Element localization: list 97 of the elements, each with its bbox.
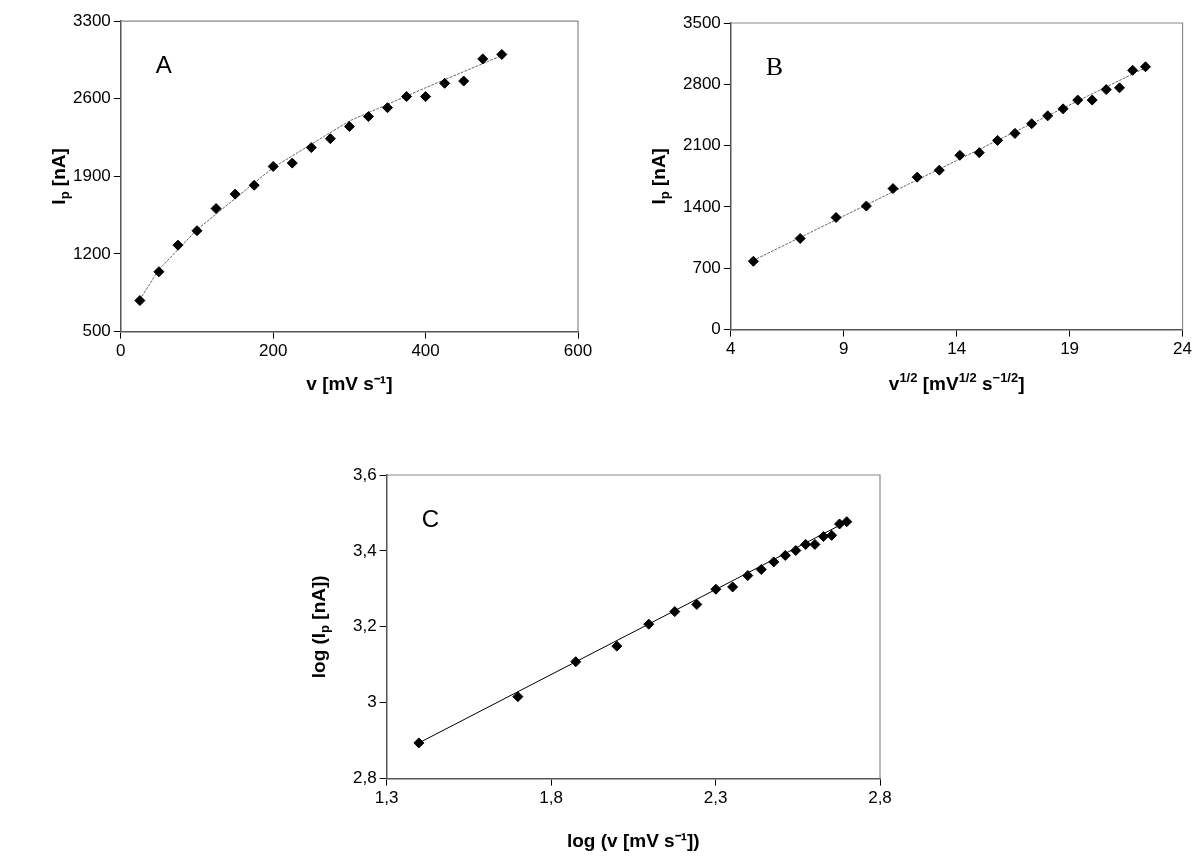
point: [439, 77, 451, 89]
x-tick-label: 14: [947, 339, 967, 359]
y-tick-label: 1900: [72, 166, 111, 186]
x-tick-label: 1,8: [539, 788, 563, 808]
y-tick-label: 0: [711, 319, 721, 339]
point: [248, 179, 260, 191]
text: C: [421, 504, 439, 532]
point: [134, 295, 146, 307]
point: [362, 111, 374, 123]
x-tick-label: 19: [1060, 339, 1080, 359]
y-tick-label: 3,6: [352, 464, 377, 484]
point: [643, 618, 655, 630]
y-tick-label: 2800: [682, 74, 721, 94]
x-tick-label: 200: [259, 341, 288, 361]
point: [1114, 82, 1126, 94]
point: [911, 171, 923, 183]
y-tick-label: 3: [367, 692, 377, 712]
point: [817, 530, 829, 542]
x-axis-title: v [mV s⁻¹]: [306, 373, 393, 395]
point: [800, 538, 812, 550]
point: [1127, 64, 1139, 76]
x-tick-label: 2,3: [703, 788, 728, 808]
y-tick-label: 1200: [72, 243, 111, 263]
point: [1100, 84, 1112, 96]
text: A: [155, 50, 172, 78]
point: [611, 640, 623, 652]
x-axis-title: log (v [mV s⁻¹]): [566, 830, 700, 852]
point: [1086, 94, 1098, 106]
point: [267, 160, 279, 172]
y-tick-label: 700: [692, 257, 721, 277]
point: [834, 518, 846, 530]
point: [826, 529, 838, 541]
point: [809, 538, 821, 550]
point: [747, 255, 759, 267]
point: [1140, 61, 1151, 73]
point: [1057, 103, 1069, 115]
point: [794, 233, 806, 244]
point: [324, 133, 336, 145]
point: [779, 549, 791, 561]
y-tick-label: 3300: [72, 10, 111, 30]
point: [790, 545, 802, 557]
x-tick-label: 400: [411, 341, 440, 361]
x-tick-label: 600: [563, 341, 593, 361]
point: [973, 147, 985, 159]
point: [191, 225, 203, 237]
point: [1072, 94, 1084, 106]
point: [742, 570, 754, 582]
text: B: [765, 51, 784, 81]
point: [496, 48, 508, 60]
point: [570, 656, 582, 668]
point: [768, 556, 780, 568]
point: [1009, 127, 1021, 139]
point: [229, 188, 241, 200]
point: [401, 91, 413, 103]
point: [860, 200, 872, 212]
y-tick-label: 1400: [682, 196, 721, 216]
y-tick-label: 3,2: [352, 616, 377, 636]
x-tick-label: 9: [839, 339, 849, 359]
x-tick-label: 0: [116, 341, 126, 361]
point: [933, 164, 945, 176]
y-tick-label: 3,4: [352, 540, 377, 560]
x-tick-label: 2,8: [868, 788, 892, 808]
y-axis-title: Ip [nA]: [48, 148, 73, 205]
point: [710, 583, 722, 595]
y-tick-label: 2600: [72, 88, 111, 108]
point: [1026, 118, 1038, 130]
point: [477, 53, 489, 65]
y-tick-label: 3500: [682, 12, 721, 32]
point: [286, 157, 298, 169]
point: [1042, 110, 1054, 122]
point: [830, 211, 842, 223]
y-axis-title: log (Ip [nA]): [308, 575, 333, 679]
y-tick-label: 2100: [682, 135, 721, 155]
point: [458, 75, 470, 87]
y-axis-title: Ip [nA]: [648, 148, 673, 205]
point: [382, 102, 394, 114]
x-tick-label: 1,3: [374, 788, 399, 808]
point: [755, 564, 767, 575]
point: [305, 142, 317, 154]
point: [420, 91, 432, 103]
point: [210, 203, 222, 215]
point: [172, 239, 184, 251]
point: [727, 581, 739, 593]
y-tick-label: 500: [82, 321, 111, 341]
point: [343, 121, 355, 133]
point: [841, 516, 853, 528]
point: [691, 598, 703, 610]
point: [413, 737, 425, 749]
point: [153, 266, 165, 278]
x-tick-label: 24: [1173, 339, 1193, 359]
point: [992, 134, 1004, 146]
point: [954, 149, 966, 161]
y-tick-label: 2,8: [352, 768, 377, 788]
point: [887, 183, 899, 195]
x-tick-label: 4: [726, 339, 736, 359]
point: [669, 606, 681, 618]
point: [512, 691, 524, 703]
